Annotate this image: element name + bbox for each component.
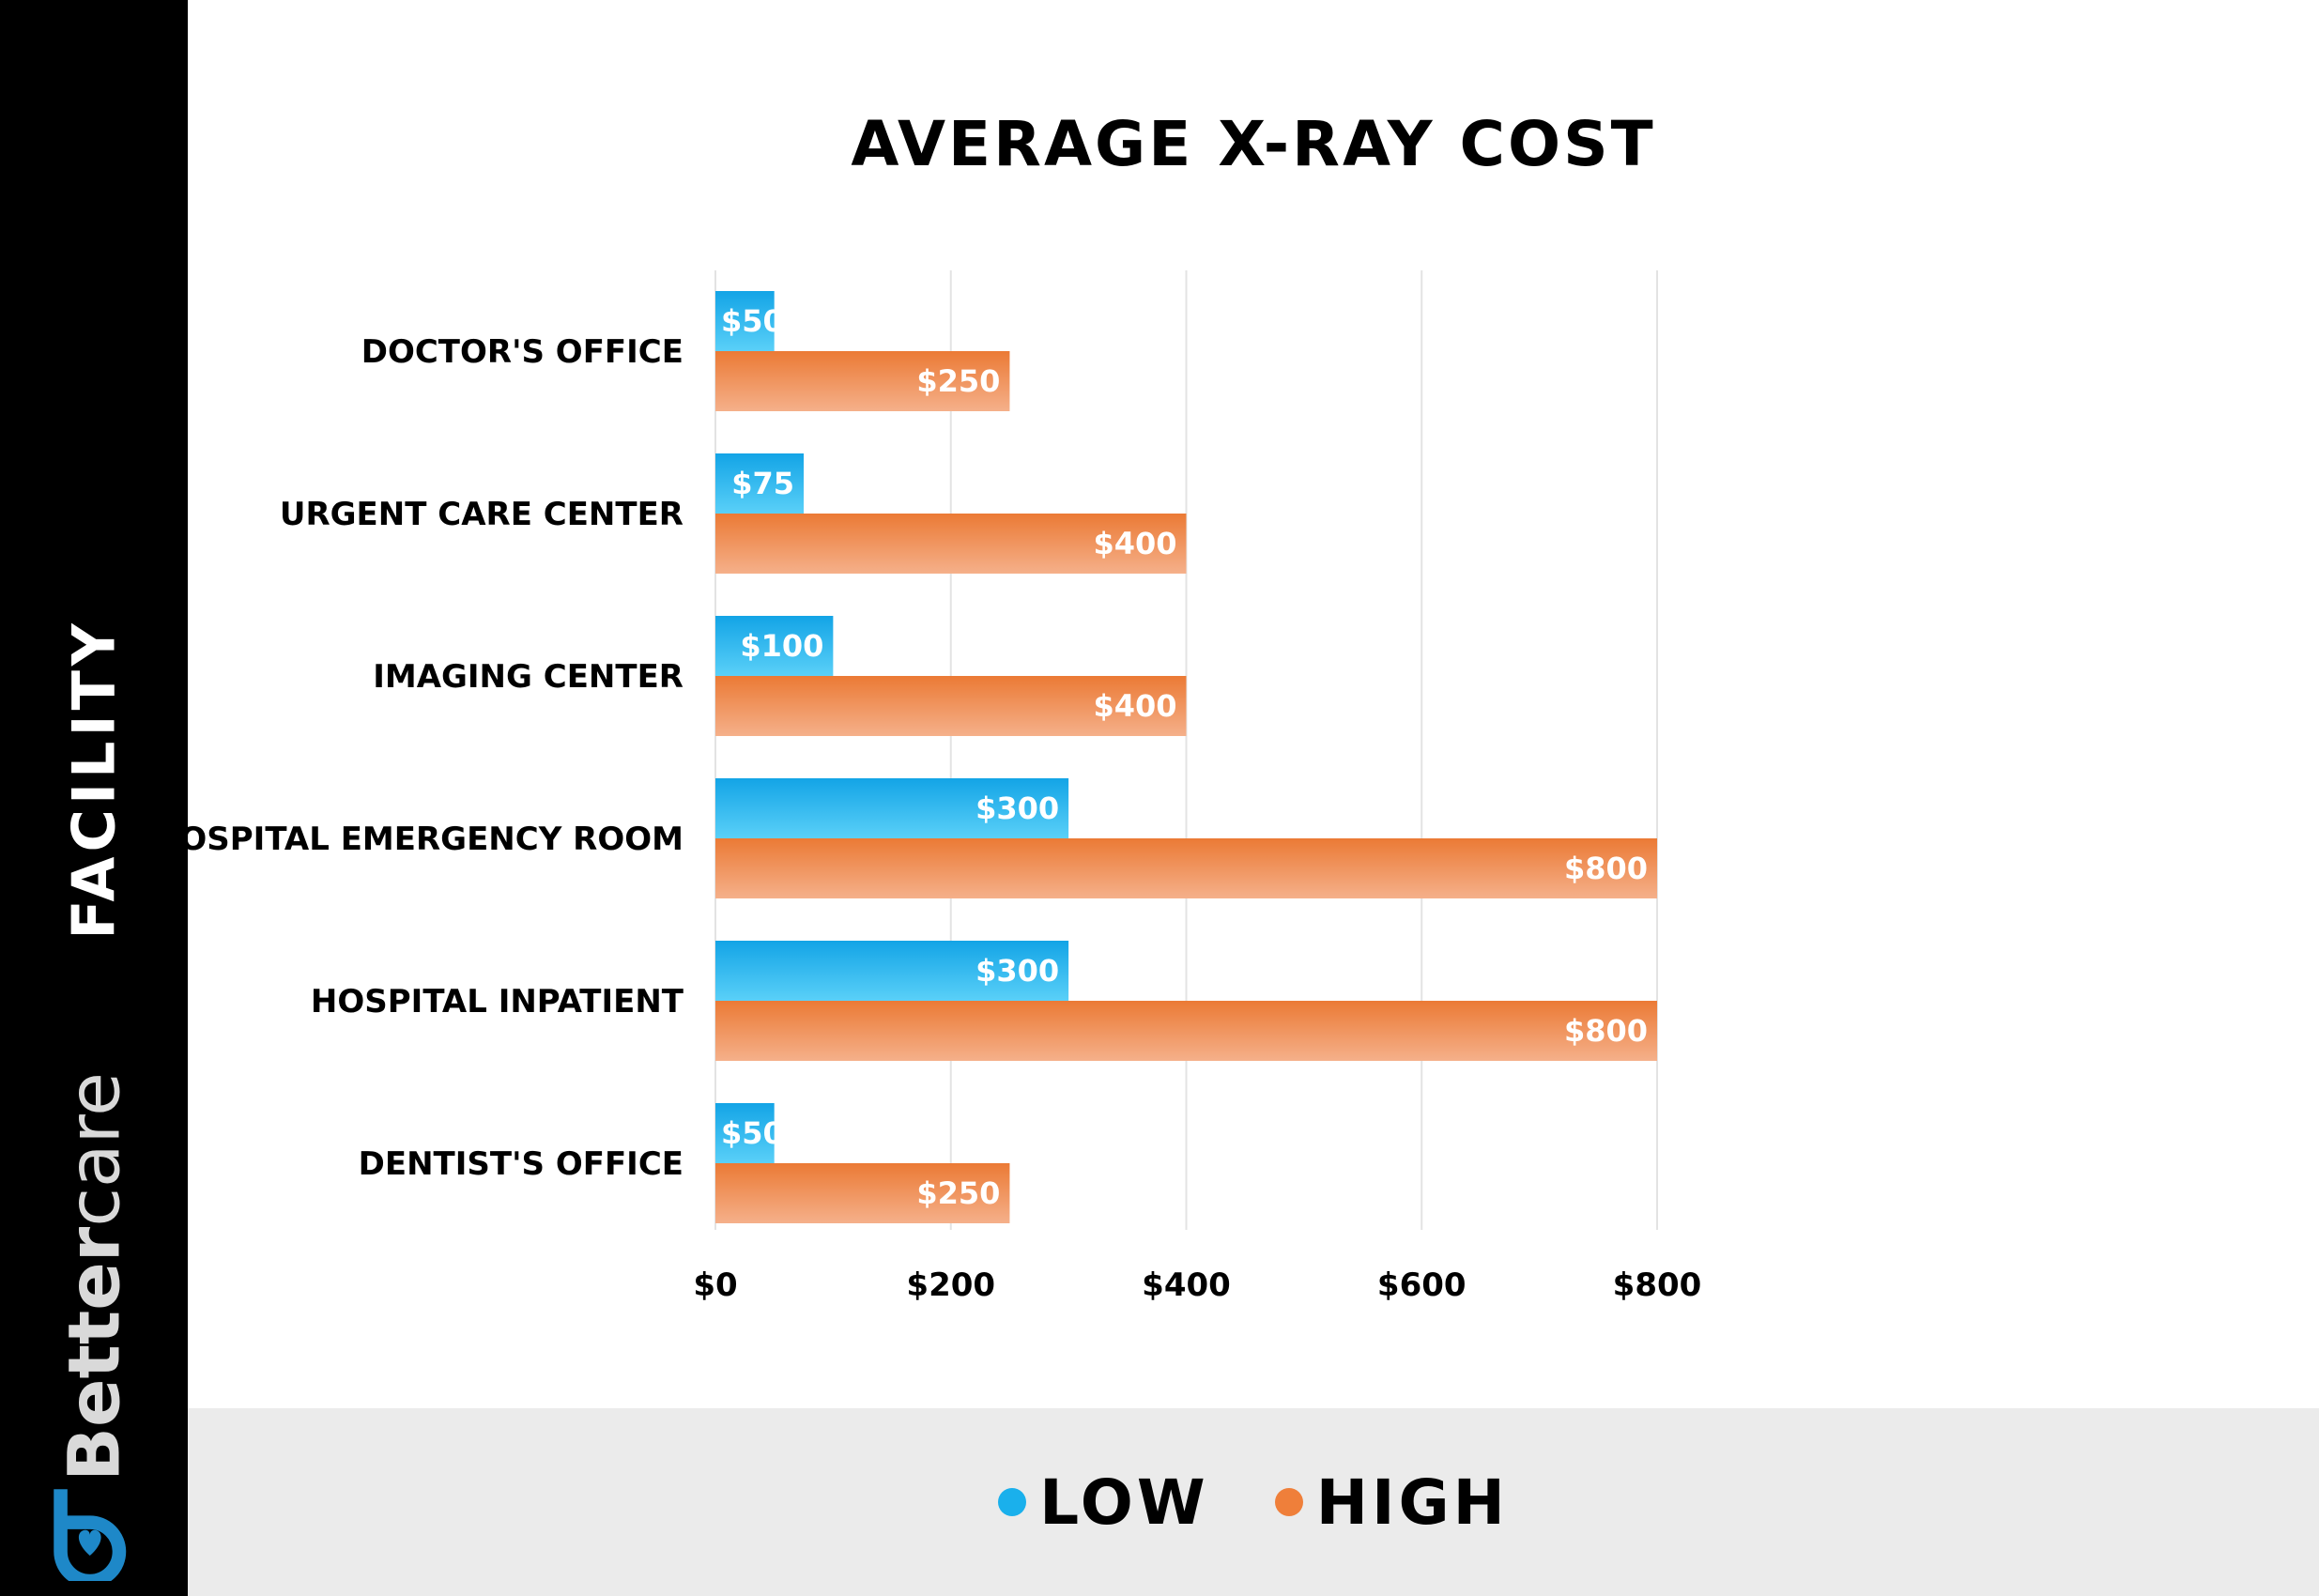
category-label: HOSPITAL EMERGENCY ROOM	[188, 821, 683, 858]
legend-label-low: LOW	[1039, 1466, 1209, 1539]
data-label-high: $800	[1564, 851, 1648, 886]
bar-low	[715, 291, 775, 351]
chart-title: AVERAGE X-RAY COST	[851, 108, 1656, 180]
data-label-low: $100	[740, 628, 823, 664]
category-label: DOCTOR'S OFFICE	[361, 333, 683, 371]
x-tick-labels: $0 $200 $400 $600 $800	[693, 1266, 1701, 1304]
category-label: URGENT CARE CENTER	[280, 496, 683, 533]
bar-high	[715, 1001, 1657, 1061]
grid-lines	[714, 270, 1658, 1230]
bar-high	[715, 838, 1657, 898]
brand-wordmark: Bettercare	[53, 1072, 136, 1481]
category-label: IMAGING CENTER	[373, 658, 683, 696]
data-label-low: $50	[721, 303, 784, 339]
category-label: HOSPITAL INPATIENT	[311, 983, 684, 1021]
sidebar: FACILITY Bettercare	[0, 0, 188, 1596]
bar-low	[715, 1103, 775, 1163]
data-label-low: $75	[731, 466, 794, 501]
category-labels: DOCTOR'S OFFICE URGENT CARE CENTER IMAGING…	[188, 333, 684, 1183]
data-label-high: $250	[916, 363, 1000, 399]
bar-chart: $50 $250 $75 $400 $100 $400 $300 $800 $300 $800 $5…	[188, 270, 1701, 1304]
bar-high	[715, 351, 1010, 411]
legend-label-high: HIGH	[1315, 1466, 1509, 1539]
bar-high	[715, 1163, 1010, 1223]
legend-item-low: LOW	[998, 1466, 1209, 1539]
legend-dot-high	[1274, 1488, 1303, 1516]
bar-high	[715, 676, 1187, 736]
bar-low	[715, 453, 805, 514]
data-label-low: $50	[721, 1115, 784, 1151]
legend-item-high: HIGH	[1274, 1466, 1509, 1539]
category-label: DENTIST'S OFFICE	[359, 1145, 683, 1183]
legend-dot-low	[998, 1488, 1027, 1516]
bar-high	[715, 514, 1187, 574]
data-label-high: $250	[916, 1175, 1000, 1211]
x-tick-label: $200	[906, 1266, 995, 1304]
data-label-low: $300	[975, 790, 1059, 826]
legend-band: LOW HIGH	[188, 1408, 2319, 1596]
brand-wordmark-light: care	[52, 1072, 136, 1227]
chart-panel	[188, 0, 2319, 1596]
y-axis-title: FACILITY	[59, 619, 129, 940]
data-label-low: $300	[975, 953, 1059, 989]
bar-low	[715, 778, 1069, 838]
brand-wordmark-bold: Better	[52, 1226, 136, 1481]
x-tick-label: $0	[693, 1266, 737, 1304]
bar-low	[715, 941, 1069, 1001]
bar-low	[715, 616, 834, 676]
x-tick-label: $400	[1142, 1266, 1231, 1304]
data-label-high: $400	[1093, 526, 1176, 561]
data-label-high: $400	[1093, 688, 1176, 724]
legend: LOW HIGH	[188, 1408, 2319, 1596]
x-tick-label: $800	[1613, 1266, 1702, 1304]
bettercare-logo-icon	[54, 1489, 127, 1581]
bars	[715, 291, 1657, 1223]
x-tick-label: $600	[1377, 1266, 1467, 1304]
data-label-high: $800	[1564, 1013, 1648, 1049]
data-labels: $50 $250 $75 $400 $100 $400 $300 $800 $300 $800 $5…	[721, 303, 1648, 1211]
